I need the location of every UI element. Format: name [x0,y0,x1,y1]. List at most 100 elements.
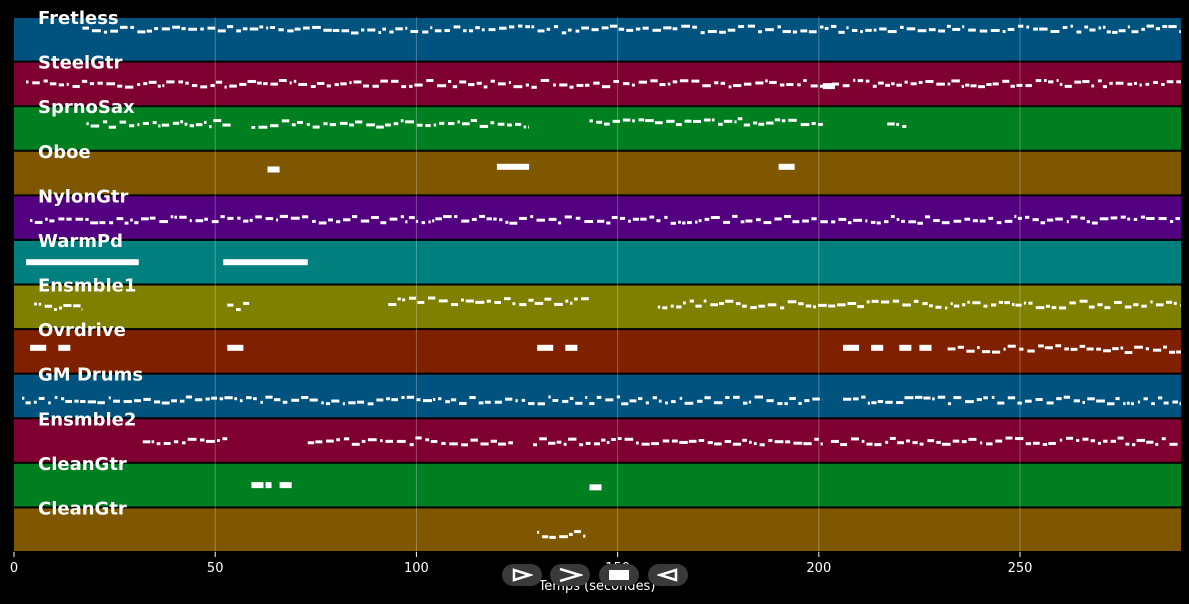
note [162,84,165,88]
note [120,25,128,29]
note [563,442,567,446]
note [433,123,437,127]
stop-button[interactable] [599,564,639,586]
note [950,302,953,306]
note [913,299,919,303]
note [391,79,399,83]
note [737,117,743,121]
note [565,344,578,351]
note [438,299,448,303]
note [1179,30,1181,34]
note [124,221,129,225]
note [490,79,495,83]
note [355,120,363,124]
note [54,307,57,311]
note [961,440,967,444]
note [432,219,435,223]
note [1017,216,1022,220]
note [448,79,452,83]
note [179,399,185,403]
note [923,396,931,400]
note [887,30,897,34]
note [1026,25,1030,29]
note [1070,24,1073,28]
note [914,395,923,399]
note [659,83,666,87]
note [528,402,535,406]
note [1069,301,1076,305]
note [819,25,824,29]
note [1114,300,1122,304]
note [439,121,445,125]
note [1066,436,1074,440]
note [32,81,40,85]
note [90,124,100,128]
note [188,27,197,31]
note [148,80,157,84]
note [1045,304,1051,308]
note [1120,346,1124,350]
note [1084,25,1089,29]
note [626,28,634,32]
note [497,122,505,126]
rewind-button[interactable] [648,564,688,586]
note [74,399,79,403]
note [569,396,574,400]
note [469,396,476,400]
note [719,302,725,306]
note [1091,221,1098,225]
note [349,123,354,127]
note [247,79,257,83]
fast-forward-button[interactable] [550,564,590,586]
note [357,400,365,404]
note [632,217,639,221]
note [513,85,523,89]
note [49,82,57,86]
note [889,436,896,440]
note [515,122,522,126]
note [811,217,817,221]
note [1176,80,1181,84]
note [518,24,523,28]
note [803,442,812,446]
note [1172,400,1178,404]
note [540,78,550,82]
note [732,214,738,218]
note [658,399,662,403]
note [1040,221,1046,225]
note [224,396,233,400]
note [1007,344,1016,348]
note [426,79,434,83]
note [778,163,795,170]
note [938,29,946,33]
note [688,439,697,443]
note [326,439,334,443]
track-label: NylonGtr [38,186,129,207]
note [343,218,351,222]
note [134,399,141,403]
note [941,221,950,225]
note [714,442,722,446]
track-label: Fretless [38,8,119,29]
note [1050,29,1060,33]
note [742,401,748,405]
play-button[interactable] [502,564,542,586]
note [652,28,662,32]
note [87,400,96,404]
note [362,84,369,88]
note [410,30,419,34]
note [182,441,186,445]
note [1098,26,1102,30]
note [257,81,262,85]
note [753,442,757,446]
note [1048,80,1054,84]
note [679,79,689,83]
note [965,400,974,404]
note [642,26,649,30]
note [537,530,540,534]
note [205,397,210,401]
note [941,442,951,446]
note [217,29,226,33]
note [287,29,294,33]
note [200,85,208,89]
